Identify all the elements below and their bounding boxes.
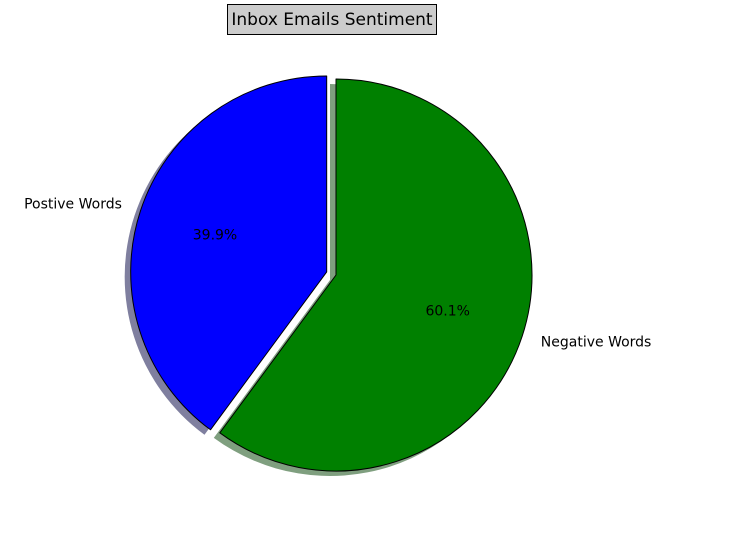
pie-slice-negative-words	[219, 78, 533, 472]
slice-percent-negative-words: 60.1%	[425, 304, 469, 320]
slice-label-negative-words: Negative Words	[541, 334, 652, 350]
slice-percent-postive-words: 39.9%	[193, 227, 237, 243]
chart-title-text: Inbox Emails Sentiment	[231, 9, 433, 30]
slice-label-postive-words: Postive Words	[24, 197, 122, 213]
label-layer: Postive Words 39.9% Negative Words 60.1%	[24, 197, 651, 351]
slice-layer	[130, 75, 533, 472]
chart-title: Inbox Emails Sentiment	[227, 4, 437, 35]
pie-slice-postive-words	[130, 75, 328, 431]
